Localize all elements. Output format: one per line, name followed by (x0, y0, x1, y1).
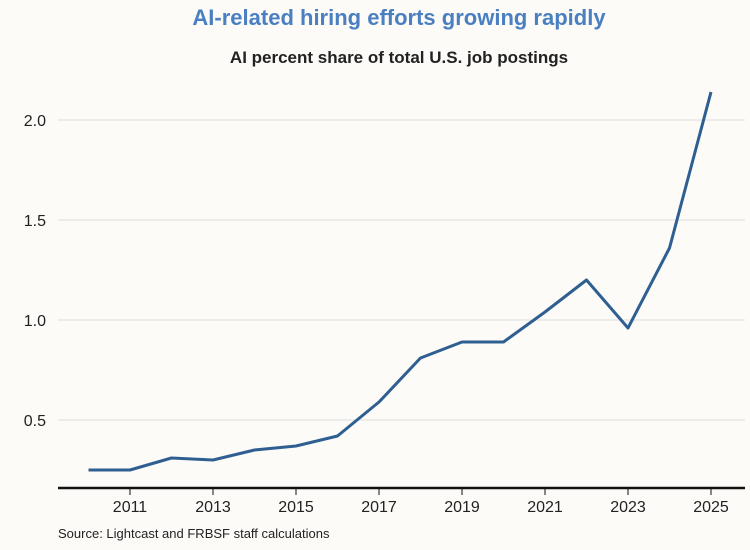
series-line (88, 91, 713, 472)
x-tick-label: 2015 (278, 499, 314, 516)
x-tick-label: 2025 (693, 499, 729, 516)
x-tick-label: 2013 (195, 499, 231, 516)
x-tick-label: 2021 (527, 499, 563, 516)
y-tick-label: 0.5 (24, 413, 46, 430)
x-tick-label: 2023 (610, 499, 646, 516)
x-tick-label: 2019 (444, 499, 480, 516)
source-note: Source: Lightcast and FRBSF staff calcul… (58, 526, 330, 541)
x-tick-label: 2011 (113, 499, 148, 516)
x-tick-label: 2017 (361, 499, 397, 516)
y-tick-label: 2.0 (24, 113, 46, 130)
y-tick-label: 1.0 (24, 313, 46, 330)
y-tick-label: 1.5 (24, 213, 46, 230)
chart-title: AI-related hiring efforts growing rapidl… (192, 5, 606, 30)
chart-subtitle: AI percent share of total U.S. job posti… (230, 48, 568, 67)
